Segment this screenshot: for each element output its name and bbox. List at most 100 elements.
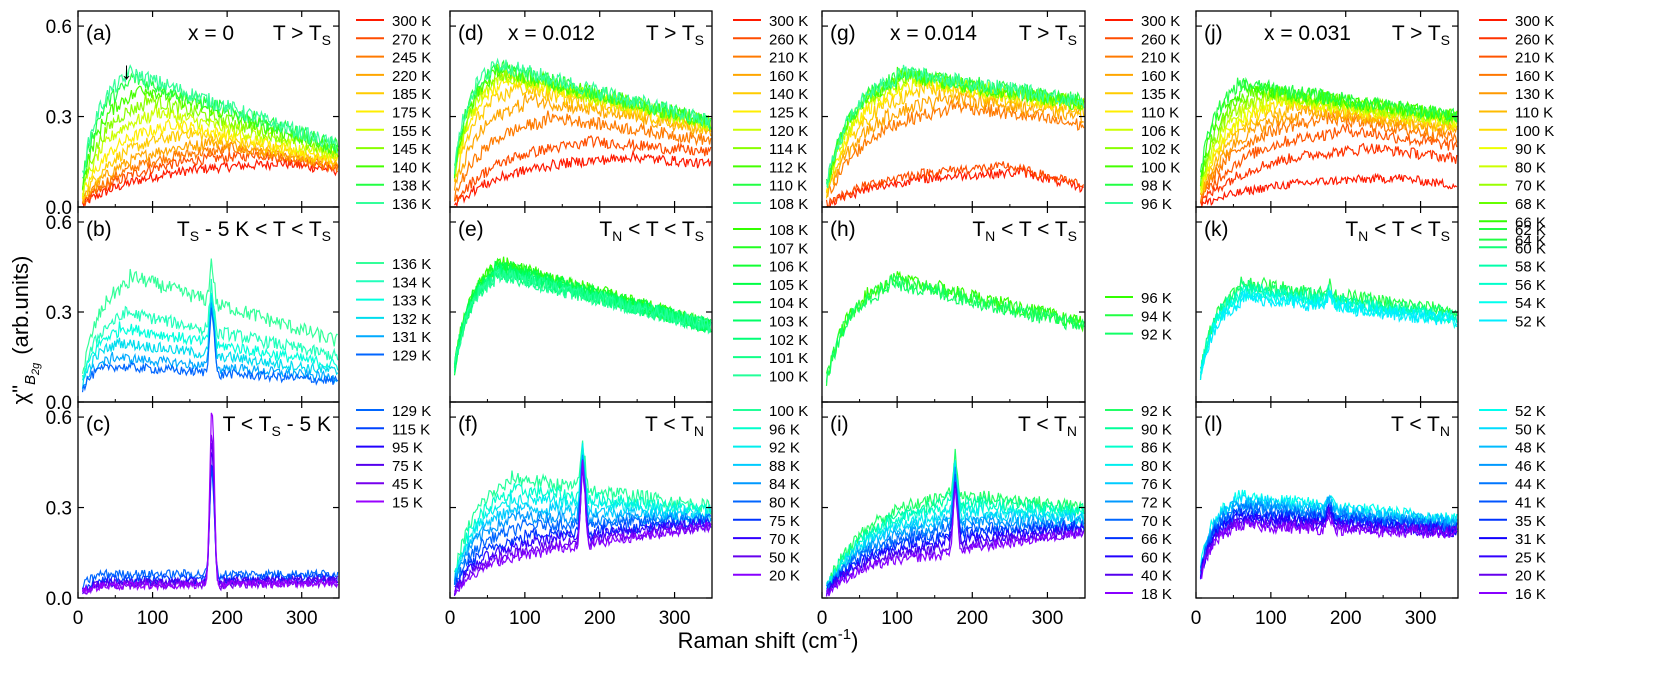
series-line bbox=[453, 59, 712, 169]
series-line bbox=[1200, 123, 1458, 203]
legend-label: 45 K bbox=[392, 476, 423, 493]
legend-label: 155 K bbox=[392, 123, 431, 140]
regime-subscript: N bbox=[985, 228, 995, 244]
legend-label: 260 K bbox=[1515, 31, 1554, 48]
legend-label: 129 K bbox=[392, 348, 431, 365]
regime-text: T bbox=[259, 413, 272, 436]
axis-labels: χ"B2g (arb.units) Raman shift (cm-1) bbox=[8, 256, 858, 653]
legend-label: 84 K bbox=[769, 476, 800, 493]
series-line bbox=[454, 442, 712, 582]
regime-label: T > TS bbox=[1392, 22, 1450, 48]
regime-text: T bbox=[1428, 22, 1441, 45]
series-group bbox=[825, 64, 1085, 207]
regime-label: T < TN bbox=[645, 413, 704, 439]
legend: 96 K94 K 92 K bbox=[1105, 290, 1172, 344]
x-tick-label: 200 bbox=[956, 608, 988, 629]
regime-text: T bbox=[972, 218, 985, 241]
series-group bbox=[81, 258, 339, 393]
y-tick-label: 0.0 bbox=[46, 198, 72, 219]
panel-frame bbox=[1195, 401, 1459, 599]
series-line bbox=[1199, 142, 1458, 207]
panel-letter: (l) bbox=[1204, 413, 1223, 436]
y-axis-label-main: χ" bbox=[8, 385, 33, 404]
legend-label: 52 K bbox=[1515, 314, 1546, 331]
legend-label: 100 K bbox=[1515, 123, 1554, 140]
regime-text: < T < bbox=[622, 218, 682, 241]
series-line bbox=[1199, 76, 1458, 173]
regime-text: T bbox=[1055, 22, 1068, 45]
series-line bbox=[453, 93, 712, 191]
legend-label: 70 K bbox=[769, 531, 800, 548]
regime-text: < T < bbox=[995, 218, 1055, 241]
x-tick-label: 0 bbox=[1191, 608, 1202, 629]
series-group bbox=[453, 57, 712, 207]
legend-label: 140 K bbox=[769, 86, 808, 103]
y-tick-label: 0.6 bbox=[46, 17, 72, 38]
series-line bbox=[825, 99, 1085, 195]
legend-label: 140 K bbox=[392, 159, 431, 176]
legend-label: 300 K bbox=[769, 13, 808, 30]
regime-subscript: S bbox=[322, 228, 331, 244]
regime-text: T > bbox=[1392, 22, 1428, 45]
series-line bbox=[453, 460, 712, 596]
regime-subscript: S bbox=[190, 228, 199, 244]
series-group bbox=[1199, 276, 1458, 381]
legend-label: 125 K bbox=[769, 105, 808, 122]
legend-label: 110 K bbox=[1141, 105, 1179, 122]
legend: 52 K50 K 48 K46 K44 K 41 K35 K31 K25 K 20 K… bbox=[1479, 403, 1546, 603]
legend-label: 75 K bbox=[392, 458, 423, 475]
legend-label: 70 K bbox=[1515, 178, 1546, 195]
series-line bbox=[454, 460, 712, 588]
panel-l: 0 100 200 300 (l) T < TN 52 K50 K 48 K46 K44 K 4… bbox=[1191, 401, 1546, 629]
series-line bbox=[825, 64, 1085, 189]
legend-label: 56 K bbox=[1515, 277, 1546, 294]
legend-label: 96 K bbox=[1141, 290, 1172, 307]
regime-text: T < bbox=[1018, 413, 1054, 436]
series-line bbox=[453, 459, 712, 585]
regime-text: T bbox=[1345, 218, 1358, 241]
y-tick-label: 0.3 bbox=[46, 303, 72, 324]
regime-subscript: N bbox=[1440, 423, 1450, 439]
regime-text: T < bbox=[223, 413, 259, 436]
x-tick-label: 100 bbox=[881, 608, 913, 629]
panel-letter: (f) bbox=[458, 413, 478, 436]
legend-label: 46 K bbox=[1515, 458, 1546, 475]
legend-label: 210 K bbox=[769, 50, 808, 67]
regime-text: T > bbox=[1019, 22, 1055, 45]
regime-text: T < bbox=[645, 413, 681, 436]
legend-label: 80 K bbox=[1515, 159, 1546, 176]
legend-label: 134 K bbox=[392, 274, 431, 291]
peak-arrow: ↓ bbox=[120, 58, 132, 85]
regime-text: - 5 K bbox=[281, 413, 331, 436]
legend: 62 K60 K 58 K56 K54 K 52 K bbox=[1479, 222, 1546, 331]
series-group bbox=[825, 448, 1085, 597]
y-axis-label-units: (arb.units) bbox=[8, 256, 33, 355]
regime-label: TS - 5 K < T < TS bbox=[177, 218, 331, 244]
legend-label: 300 K bbox=[392, 13, 431, 30]
series-line bbox=[81, 85, 339, 190]
legend-label: 18 K bbox=[1141, 586, 1172, 603]
legend-label: 210 K bbox=[1515, 50, 1554, 67]
legend-label: 100 K bbox=[1141, 159, 1180, 176]
legend-label: 66 K bbox=[1515, 214, 1546, 231]
series-line bbox=[81, 118, 339, 199]
regime-subscript: N bbox=[694, 423, 704, 439]
legend-label: 72 K bbox=[1141, 495, 1172, 512]
legend-label: 48 K bbox=[1515, 440, 1546, 457]
legend-label: 35 K bbox=[1515, 513, 1546, 530]
regime-subscript: S bbox=[695, 228, 704, 244]
panel-frame bbox=[77, 401, 340, 599]
legend: 92 K90 K 86 K80 K76 K 72 K70 K66 K60 K 40 K… bbox=[1105, 403, 1172, 603]
legend-label: 20 K bbox=[769, 568, 800, 585]
regime-subscript: S bbox=[695, 32, 704, 48]
x-tick-label: 300 bbox=[1405, 608, 1437, 629]
regime-text: T bbox=[1055, 218, 1068, 241]
series-line bbox=[1199, 289, 1458, 380]
regime-text: T bbox=[309, 22, 322, 45]
series-group bbox=[1199, 76, 1458, 207]
legend-label: 104 K bbox=[769, 295, 808, 312]
regime-subscript: S bbox=[1068, 228, 1077, 244]
legend-label: 96 K bbox=[769, 421, 800, 438]
